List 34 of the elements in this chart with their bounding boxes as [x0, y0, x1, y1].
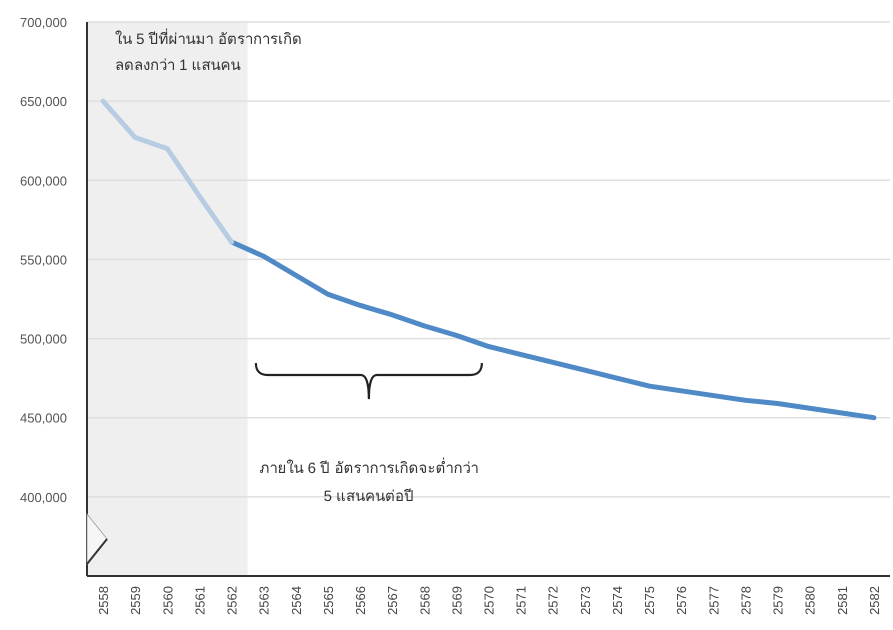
- x-tick-label: 2580: [802, 586, 818, 615]
- y-tick-label: 500,000: [20, 332, 67, 347]
- x-tick-label: 2570: [482, 586, 496, 615]
- y-tick-label: 700,000: [20, 15, 67, 30]
- x-tick-label: 2578: [738, 586, 754, 615]
- x-tick-label: 2581: [834, 586, 850, 615]
- y-tick-label: 450,000: [20, 410, 67, 426]
- x-tick-label: 2574: [610, 586, 625, 615]
- x-tick-label: 2569: [449, 586, 464, 615]
- x-tick-label: 2564: [288, 586, 304, 615]
- y-tick-label: 400,000: [20, 490, 67, 505]
- x-tick-label: 2559: [128, 586, 144, 615]
- x-tick-label: 2567: [385, 586, 400, 615]
- x-tick-label: 2571: [514, 586, 529, 615]
- x-tick-label: 2565: [320, 586, 336, 615]
- x-tick-label: 2572: [546, 586, 561, 615]
- y-tick-label: 600,000: [20, 173, 67, 188]
- x-tick-label: 2558: [96, 586, 112, 615]
- y-tick-label: 550,000: [20, 252, 67, 268]
- annotation: ใน 5 ปีที่ผ่านมา อัตราการเกิด ลดลงกว่า 1 แสนคน: [115, 28, 302, 74]
- x-tick-label: 2562: [224, 586, 240, 615]
- x-tick-label: 2568: [417, 586, 432, 615]
- x-tick-label: 2582: [866, 586, 882, 615]
- x-tick-label: 2566: [353, 586, 368, 615]
- annotation: ภายใน 6 ปี อัตราการเกิดจะต่ำกว่า 5 แสนคนต่อปี: [259, 457, 478, 506]
- x-tick-label: 2576: [674, 586, 690, 615]
- x-tick-label: 2560: [160, 586, 176, 615]
- x-tick-label: 2575: [642, 586, 658, 615]
- x-tick-label: 2573: [578, 586, 593, 615]
- y-tick-label: 650,000: [20, 94, 67, 110]
- x-tick-label: 2579: [770, 586, 786, 615]
- x-tick-label: 2561: [192, 586, 208, 615]
- x-tick-label: 2563: [256, 586, 272, 615]
- x-tick-label: 2577: [706, 586, 722, 615]
